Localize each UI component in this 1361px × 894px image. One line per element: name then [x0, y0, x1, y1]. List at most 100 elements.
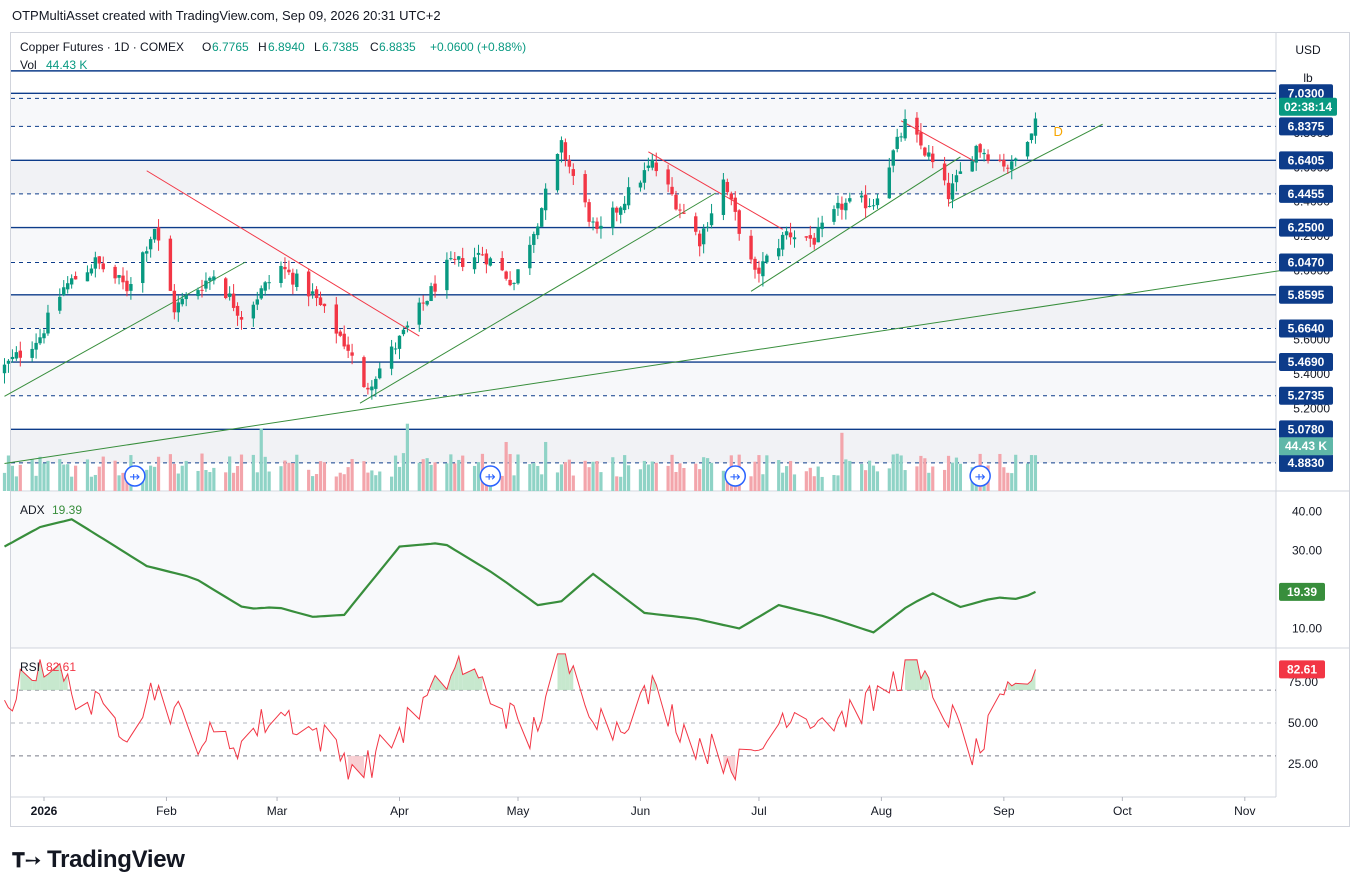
- candle-body: [780, 234, 785, 250]
- rsi-overbought-fill: [916, 659, 921, 691]
- volume-bar: [307, 469, 311, 491]
- candle-body: [42, 333, 46, 339]
- volume-bar: [567, 459, 571, 491]
- level-price-tag-bg: [1279, 218, 1333, 237]
- rsi-overbought-fill: [1027, 680, 1032, 691]
- candle-body: [682, 212, 686, 214]
- level-price-tag: 5.8595: [1288, 288, 1325, 302]
- candle-body: [461, 258, 465, 267]
- candle-body: [259, 288, 263, 299]
- candle-body: [152, 228, 157, 240]
- volume-bar: [721, 470, 725, 491]
- x-tick-label: Nov: [1234, 804, 1255, 818]
- candle-body: [626, 187, 631, 206]
- level-price-tag-bg: [1279, 353, 1333, 372]
- candle-body: [891, 150, 895, 166]
- level-price-tag-bg: [1279, 285, 1333, 304]
- candle-body: [1010, 161, 1014, 170]
- countdown-tag: 02:38:14: [1284, 100, 1332, 114]
- volume-bar: [184, 460, 188, 491]
- rsi-overbought-fill: [40, 659, 44, 691]
- volume-bar: [583, 460, 587, 491]
- candle-body: [694, 216, 698, 232]
- symbol-name[interactable]: Copper Futures · 1D · COMEX: [20, 40, 185, 54]
- candle-body: [374, 378, 378, 389]
- volume-bar: [642, 460, 646, 491]
- currency-label[interactable]: USD: [1295, 43, 1321, 57]
- rsi-overbought-fill: [20, 669, 33, 691]
- candle-body: [121, 275, 125, 283]
- volume-bar: [844, 459, 848, 491]
- volume-bar: [255, 472, 259, 491]
- volume-bar: [232, 472, 236, 491]
- candle-body: [366, 387, 370, 390]
- candle-body: [543, 188, 548, 211]
- volume-bar: [1025, 463, 1030, 491]
- candle-body: [283, 266, 287, 270]
- candle-body: [698, 233, 702, 247]
- x-tick-label: Jun: [631, 804, 650, 818]
- tradingview-wordmark: TradingView: [47, 846, 185, 873]
- volume-label[interactable]: Vol: [20, 58, 37, 72]
- unit-label[interactable]: lb: [1303, 71, 1313, 85]
- candle-body: [224, 278, 228, 299]
- volume-bar: [34, 475, 38, 491]
- volume-bar: [757, 455, 761, 491]
- volume-bar: [867, 460, 872, 491]
- trendline: [750, 156, 961, 292]
- volume-bar: [168, 454, 172, 491]
- volume-bar: [875, 471, 880, 491]
- volume-bar: [638, 469, 643, 491]
- volume-bar: [698, 469, 702, 491]
- volume-bar: [156, 456, 161, 491]
- volume-bar: [405, 423, 409, 491]
- volume-bar: [571, 475, 575, 491]
- volume-bar: [848, 460, 852, 491]
- candle-body: [840, 203, 844, 210]
- candle-body: [346, 344, 350, 351]
- candle-body: [508, 279, 512, 286]
- volume-bar: [172, 463, 176, 491]
- trendline: [146, 170, 420, 337]
- unit-selector[interactable]: USD lb: [1284, 36, 1332, 92]
- rsi-tick-label: 75.00: [1288, 675, 1318, 689]
- volume-bar: [1029, 455, 1034, 491]
- candle-body: [231, 293, 236, 308]
- rsi-overbought-fill: [905, 659, 917, 691]
- candle-body: [1002, 159, 1006, 167]
- close-value: 6.8835: [379, 40, 416, 54]
- volume-bar: [334, 476, 338, 491]
- candle-body: [595, 221, 599, 230]
- volume-bar: [709, 462, 714, 491]
- volume-bar: [670, 454, 674, 491]
- rsi-overbought-fill: [63, 673, 68, 691]
- candle-body: [2, 364, 7, 374]
- candle-body: [425, 300, 429, 305]
- candle-body: [555, 153, 560, 191]
- volume-bar: [6, 455, 11, 491]
- volume-bar: [378, 471, 382, 491]
- candle-body: [599, 225, 603, 229]
- volume-bar: [30, 459, 34, 491]
- candle-body: [445, 259, 449, 291]
- volume-bar: [761, 474, 765, 491]
- volume-bar: [516, 454, 520, 491]
- candle-body: [227, 293, 232, 297]
- volume-bar: [915, 466, 919, 491]
- candle-body: [1029, 133, 1034, 141]
- volume-bar: [318, 461, 323, 491]
- level-price-tag: 6.6405: [1288, 153, 1325, 167]
- volume-bar: [267, 471, 271, 491]
- volume-bar: [555, 472, 560, 491]
- volume-bar: [694, 463, 698, 491]
- candle-body: [792, 237, 797, 240]
- level-price-tag-bg: [1279, 151, 1333, 170]
- rsi-overbought-fill: [565, 653, 570, 691]
- high-value: 6.8940: [268, 40, 305, 54]
- volume-bar: [1014, 454, 1018, 491]
- candle-body: [899, 136, 903, 138]
- volume-bar: [927, 472, 931, 491]
- candle-body: [156, 227, 161, 241]
- candle-body: [338, 331, 342, 336]
